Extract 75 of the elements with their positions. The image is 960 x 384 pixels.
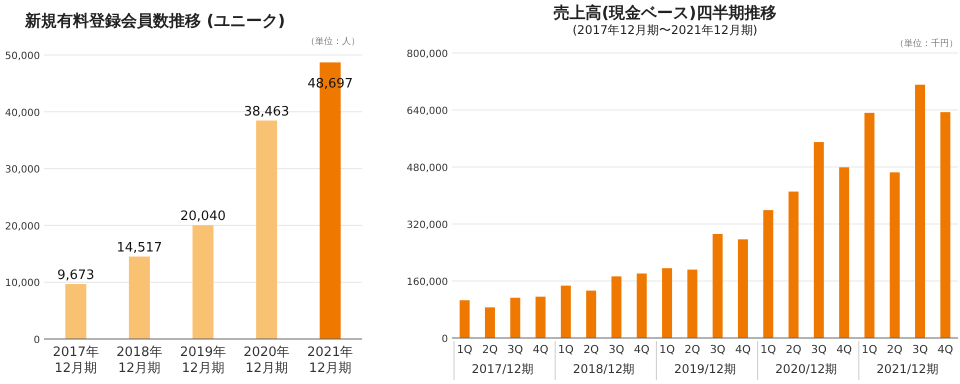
chart-subtitle: (2017年12月期〜2021年12月期) [572,23,758,37]
bar [839,167,850,338]
text: 2019/12期 [674,362,736,376]
x-tick-label: 1Q [659,343,676,356]
x-tick-label: 1Q [862,343,878,356]
x-tick-label: 2Q [583,343,600,356]
x-tick-label: 1Q [558,343,574,356]
bar [256,120,278,339]
y-tick-label: 480,000 [406,163,448,174]
x-tick-label: 1Q [456,343,473,356]
x-tick-label: 4Q [938,343,954,356]
bar [864,112,874,338]
text: 2021/12期 [876,362,938,376]
text: 2020/12期 [775,362,838,376]
x-tick-label: 3Q [507,343,524,356]
y-tick-label: 0 [442,334,448,345]
x-tick-label: 2Q [786,343,802,356]
x-tick-label: 3Q [710,343,726,356]
y-tick-label: 320,000 [406,220,448,231]
x-tick-label: 3Q [608,343,625,356]
x-tick-label: 2021年 12月期 [307,345,354,376]
x-tick-label: 2Q [482,343,498,356]
bar [890,172,900,338]
bar [662,268,672,338]
y-tick-label: 10,000 [5,278,40,290]
x-tick-label: 2017年 12月期 [52,345,99,376]
y-tick-label: 20,000 [5,221,40,232]
bar [65,284,86,339]
x-tick-label: 3Q [811,343,828,356]
y-tick-label: 30,000 [5,164,40,176]
bar [460,300,470,338]
bar [915,84,926,338]
y-tick-label: 50,000 [5,51,40,62]
bar [192,225,214,339]
bar [788,192,799,338]
bar [940,112,950,338]
data-label: 20,040 [180,209,226,224]
bar [738,239,748,338]
x-tick-label: 4Q [532,343,549,356]
y-tick-label: 40,000 [5,108,40,119]
x-tick-label: 4Q [634,343,650,356]
x-tick-label: 2Q [886,343,903,356]
bar [536,296,546,338]
x-tick-label: 1Q [760,343,776,356]
x-tick-label: 4Q [735,343,752,356]
y-tick-label: 0 [34,335,40,346]
text: （単位：千円） [895,38,958,49]
chart-title: 売上高(現金ベース)四半期推移 [554,3,776,22]
data-label: 9,673 [57,268,94,284]
x-tick-label: 2018年 12月期 [116,345,162,376]
bar [712,234,723,338]
data-label: 14,517 [116,240,162,256]
bar [560,286,571,338]
x-tick-label: 2019年 12月期 [180,345,226,376]
text: 2017/12期 [472,362,534,376]
y-tick-label: 800,000 [406,49,448,60]
chart-title: 新規有料登録会員数推移 (ユニーク) [24,11,286,30]
x-tick-label: 2Q [684,343,701,356]
text: 2018/12期 [572,362,635,376]
bar [687,270,698,338]
bar [763,210,774,338]
y-tick-label: 640,000 [406,106,448,117]
x-tick-label: 3Q [912,343,928,356]
y-tick-label: 160,000 [406,277,448,288]
bar [636,274,647,338]
bar [586,290,596,338]
bar [510,298,520,338]
x-tick-label: 4Q [836,343,852,356]
text: （単位：人） [306,36,360,47]
bar [128,256,150,339]
x-tick-label: 2020年 12月期 [244,345,290,376]
bar [611,276,622,338]
bar [814,142,824,338]
bar [484,307,495,338]
data-label: 38,463 [244,104,290,120]
